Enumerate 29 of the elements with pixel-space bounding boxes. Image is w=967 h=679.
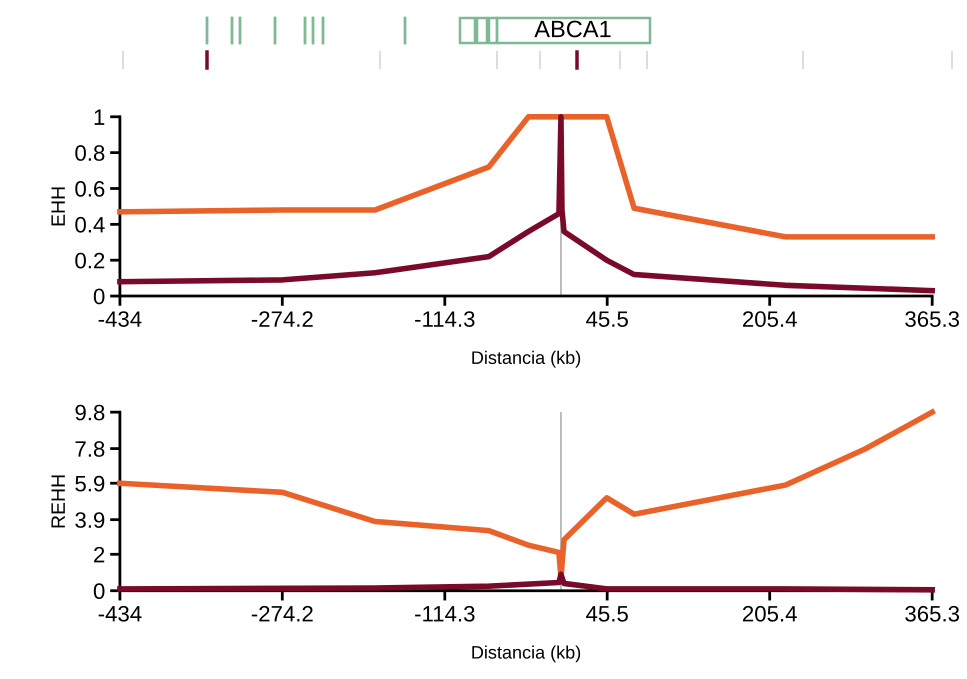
x-tick-label: -114.3	[415, 311, 475, 327]
y-tick-label: 9.8	[75, 404, 104, 420]
x-tick-label: 365.3	[905, 311, 960, 327]
x-tick-label: -434	[98, 311, 142, 327]
x-axis-title: Distancia (kb)	[472, 350, 580, 368]
x-tick-label: 45.5	[586, 606, 628, 622]
y-tick-label: 5.9	[75, 476, 104, 492]
x-tick-label: -274.2	[252, 311, 313, 327]
x-axis-title: Distancia (kb)	[472, 645, 580, 662]
y-tick-label: 2	[94, 546, 104, 562]
y-axis-title: REHH	[51, 475, 65, 528]
y-tick-label: 0.4	[75, 216, 105, 233]
y-tick-label: 1	[94, 110, 104, 125]
y-tick-label: 0	[94, 288, 104, 304]
y-tick-label: 7.8	[76, 441, 104, 457]
x-tick-label: 365.3	[905, 606, 960, 622]
x-tick-label: -434	[98, 606, 142, 622]
x-tick-label: 205.4	[743, 311, 797, 327]
text: ABCA1	[534, 20, 611, 38]
y-tick-label: 0.6	[75, 181, 104, 197]
y-tick-label: 0.8	[75, 145, 104, 161]
x-tick-label: 45.5	[586, 311, 628, 327]
x-tick-label: -274.2	[252, 606, 313, 622]
y-axis-title: EHH	[51, 187, 65, 226]
x-tick-label: -114.3	[415, 606, 475, 622]
y-tick-label: 0.2	[75, 252, 104, 268]
y-tick-label: 3.9	[75, 512, 104, 528]
y-tick-label: 0	[94, 583, 104, 599]
x-tick-label: 205.4	[743, 606, 797, 622]
